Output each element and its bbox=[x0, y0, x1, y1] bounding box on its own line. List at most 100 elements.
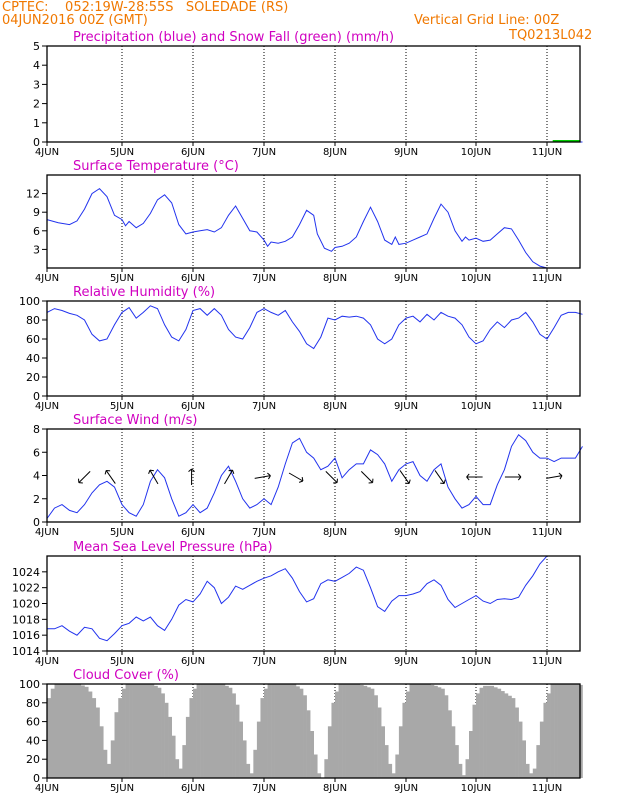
panel-title: Surface Temperature (°C) bbox=[73, 159, 239, 174]
cloud-bar bbox=[420, 684, 424, 778]
cloud-bar bbox=[281, 684, 286, 778]
wind-arrow-shaft bbox=[434, 470, 445, 484]
y-tick-label: 80 bbox=[26, 314, 40, 327]
cloud-bar bbox=[500, 691, 505, 778]
panel-title: Relative Humidity (%) bbox=[73, 285, 215, 300]
cloud-bar bbox=[153, 685, 158, 778]
cloud-bar bbox=[58, 684, 63, 778]
wind-arrow-head bbox=[466, 476, 470, 481]
cloud-bar bbox=[338, 684, 343, 778]
wind-arrow-head bbox=[298, 480, 304, 483]
x-tick-label: 6JUN bbox=[181, 401, 205, 412]
x-tick-label: 9JUN bbox=[394, 656, 418, 667]
cloud-bar bbox=[483, 685, 487, 778]
cloud-bar bbox=[306, 710, 311, 778]
cloud-bar bbox=[441, 688, 445, 778]
wind-arrow bbox=[399, 470, 411, 485]
y-tick-label: 60 bbox=[26, 716, 40, 729]
cloud-bar bbox=[561, 684, 566, 778]
series-mslp-line bbox=[47, 555, 562, 642]
y-tick-label: 2 bbox=[33, 98, 40, 111]
y-tick-label: 20 bbox=[26, 371, 40, 384]
cloud-bar bbox=[557, 684, 562, 778]
cloud-bar bbox=[178, 768, 183, 778]
wind-arrow bbox=[104, 469, 116, 484]
cloud-bar bbox=[493, 687, 498, 778]
cloud-bar bbox=[363, 685, 368, 778]
x-tick-label: 9JUN bbox=[394, 527, 418, 538]
panel-precip: Precipitation (blue) and Snow Fall (gree… bbox=[33, 30, 583, 158]
y-tick-label: 3 bbox=[33, 243, 40, 256]
wind-arrow-shaft bbox=[546, 475, 563, 479]
cloud-bar bbox=[437, 687, 442, 778]
cloud-bar bbox=[295, 686, 300, 778]
x-tick-label: 5JUN bbox=[110, 401, 134, 412]
cloud-bar bbox=[114, 712, 119, 778]
cloud-bar bbox=[242, 740, 247, 778]
cloud-bar bbox=[370, 688, 375, 778]
cloud-bar bbox=[146, 684, 151, 778]
cloud-bar bbox=[84, 686, 89, 778]
cloud-bar bbox=[264, 688, 268, 778]
x-tick-label: 4JUN bbox=[35, 527, 59, 538]
y-tick-label: 6 bbox=[33, 225, 40, 238]
cloud-bar bbox=[384, 745, 389, 778]
x-tick-label: 11JUN bbox=[532, 273, 562, 284]
x-tick-label: 4JUN bbox=[35, 401, 59, 412]
cloud-bar bbox=[193, 688, 197, 778]
cloud-bar bbox=[381, 726, 385, 778]
y-tick-label: 6 bbox=[33, 446, 40, 459]
x-tick-label: 7JUN bbox=[252, 656, 276, 667]
cloud-bar bbox=[80, 685, 85, 778]
x-tick-label: 8JUN bbox=[323, 656, 347, 667]
y-tick-label: 8 bbox=[33, 423, 40, 436]
y-tick-label: 40 bbox=[26, 352, 40, 365]
cloud-bar bbox=[122, 688, 126, 778]
cloud-bar bbox=[377, 707, 382, 778]
cloud-bar bbox=[47, 698, 52, 778]
cloud-bar bbox=[256, 721, 261, 778]
wind-arrow-shaft bbox=[325, 470, 338, 484]
x-tick-label: 8JUN bbox=[323, 401, 347, 412]
x-tick-label: 7JUN bbox=[252, 147, 276, 158]
cloud-bar bbox=[210, 684, 215, 778]
cloud-bar bbox=[448, 710, 452, 778]
cloud-bar bbox=[292, 684, 297, 778]
cloud-bar bbox=[522, 740, 526, 778]
x-tick-label: 9JUN bbox=[394, 273, 418, 284]
cloud-bar bbox=[217, 684, 222, 778]
cloud-bar bbox=[249, 773, 254, 778]
cloud-bar bbox=[129, 684, 133, 778]
cloud-bar bbox=[203, 684, 208, 778]
y-tick-label: 1 bbox=[33, 117, 40, 130]
cloud-bar bbox=[331, 702, 336, 778]
x-tick-label: 7JUN bbox=[252, 401, 276, 412]
wind-arrow bbox=[504, 473, 522, 481]
header-run-time: 04JUN2016 00Z (GMT) bbox=[2, 13, 148, 28]
panel-temp: Surface Temperature (°C) 3 6 9 12 4JUN 5JUN 6JU… bbox=[26, 159, 581, 284]
x-tick-label: 4JUN bbox=[35, 783, 59, 794]
wind-arrow-head bbox=[232, 469, 235, 475]
cloud-bar bbox=[150, 684, 155, 778]
x-tick-label: 8JUN bbox=[323, 273, 347, 284]
cloud-bar bbox=[77, 684, 82, 778]
cloud-bar bbox=[299, 688, 304, 778]
y-tick-label: 60 bbox=[26, 333, 40, 346]
cloud-bar bbox=[168, 716, 172, 778]
y-tick-label: 1016 bbox=[12, 629, 40, 642]
cloud-bar bbox=[161, 693, 165, 778]
wind-arrow-head bbox=[517, 476, 522, 481]
cloud-bar bbox=[413, 684, 417, 778]
cloud-bar bbox=[239, 721, 243, 778]
cloud-bar bbox=[224, 685, 229, 778]
x-tick-label: 10JUN bbox=[461, 527, 491, 538]
cloud-bar bbox=[349, 684, 354, 778]
cloud-bar bbox=[406, 691, 410, 778]
panel-cloud: Cloud Cover (%) 0 20 40 60 80 100 4JUN 5JUN 6JUN 7… bbox=[19, 668, 583, 794]
panel-frame bbox=[46, 174, 581, 269]
x-tick-label: 6JUN bbox=[181, 783, 205, 794]
x-tick-label: 11JUN bbox=[532, 656, 562, 667]
cloud-bar bbox=[235, 704, 240, 778]
cloud-bar bbox=[310, 731, 314, 778]
x-tick-label: 5JUN bbox=[110, 527, 134, 538]
